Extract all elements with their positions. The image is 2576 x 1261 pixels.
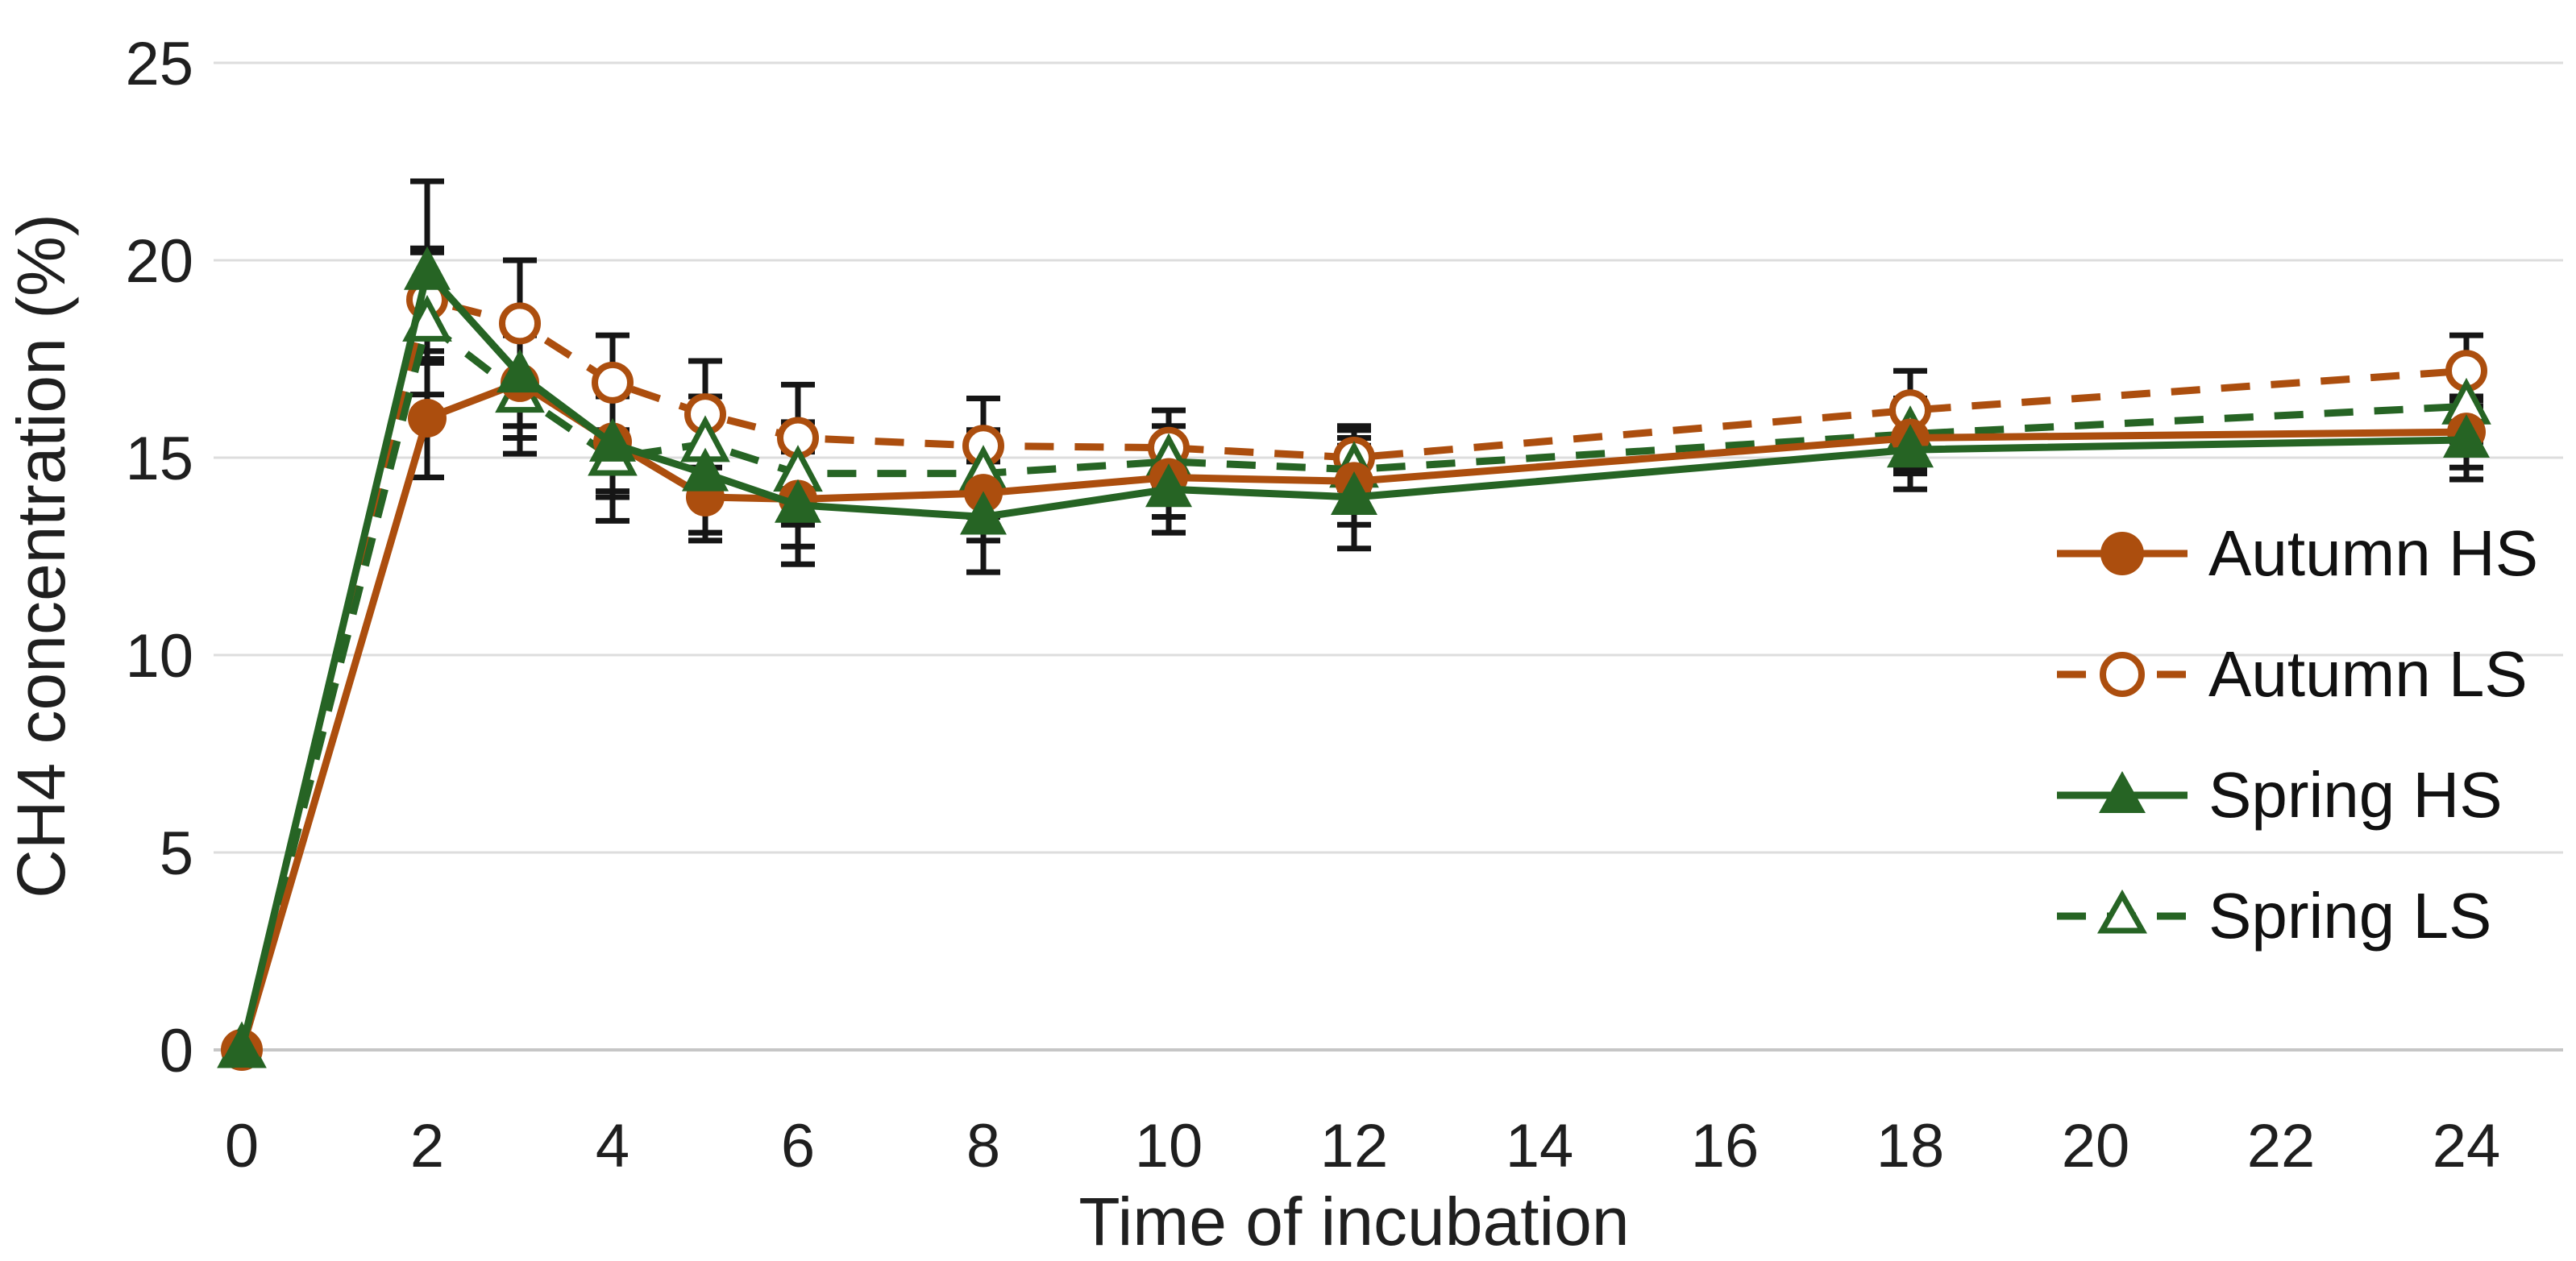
marker-spring-hs	[960, 491, 1007, 535]
x-tick-label: 2	[410, 1112, 444, 1180]
x-tick-label: 20	[2062, 1112, 2130, 1180]
spring-ls-dashed-open-triangle-icon	[2057, 889, 2188, 934]
autumn-ls-dashed-open-circle-icon	[2057, 652, 2188, 697]
x-tick-label: 12	[1320, 1112, 1389, 1180]
y-tick-label: 25	[125, 30, 193, 98]
legend-label: Spring LS	[2208, 880, 2492, 952]
y-tick-label: 20	[125, 227, 193, 296]
y-axis-title: CH4 concentration (%)	[3, 214, 79, 898]
series-group	[217, 246, 2491, 1071]
legend-label: Spring HS	[2208, 759, 2503, 831]
marker-spring-hs	[1887, 424, 1934, 468]
x-tick-label: 24	[2433, 1112, 2501, 1180]
legend: Autumn HS Autumn LS Spring HS Spring LS	[2054, 493, 2538, 977]
marker-spring-hs	[1331, 471, 1377, 515]
x-tick-label: 10	[1135, 1112, 1203, 1180]
x-tick-label: 0	[225, 1112, 259, 1180]
series-spring-hs	[218, 246, 2490, 1068]
marker-spring-hs	[2443, 413, 2490, 458]
x-axis-title: Time of incubation	[1078, 1184, 1629, 1259]
y-tick-label: 5	[160, 819, 193, 888]
x-tick-label: 22	[2247, 1112, 2316, 1180]
y-tick-labels: 0 5 10 15 20 25	[125, 30, 193, 1085]
legend-item-autumn-ls: Autumn LS	[2054, 614, 2538, 735]
marker-autumn-hs	[408, 399, 447, 438]
x-tick-label: 18	[1876, 1112, 1945, 1180]
y-tick-label: 10	[125, 622, 193, 691]
marker-spring-hs	[775, 479, 821, 523]
marker-autumn-ls	[592, 361, 634, 404]
marker-autumn-ls	[499, 302, 541, 345]
spring-hs-solid-filled-triangle-icon	[2057, 771, 2188, 813]
marker-spring-hs	[218, 1024, 265, 1068]
marker-spring-hs	[404, 246, 451, 290]
legend-item-autumn-hs: Autumn HS	[2054, 493, 2538, 614]
x-tick-label: 8	[966, 1112, 1000, 1180]
x-tick-label: 16	[1691, 1112, 1760, 1180]
legend-item-spring-hs: Spring HS	[2054, 735, 2538, 856]
legend-label: Autumn LS	[2208, 638, 2528, 710]
legend-label: Autumn HS	[2208, 517, 2539, 589]
marker-spring-hs	[682, 447, 729, 492]
y-tick-label: 15	[125, 425, 193, 493]
x-tick-labels: 0 2 4 6 8 10 12 14 16 18 20 22 24	[225, 1112, 2500, 1180]
x-tick-label: 14	[1506, 1112, 1574, 1180]
marker-spring-hs	[589, 417, 636, 462]
x-tick-label: 6	[781, 1112, 815, 1180]
autumn-hs-solid-filled-circle-icon	[2057, 532, 2188, 575]
marker-spring-hs	[1145, 463, 1192, 508]
marker-spring-hs	[497, 349, 543, 393]
x-tick-label: 4	[596, 1112, 629, 1180]
y-tick-label: 0	[160, 1017, 193, 1085]
legend-item-spring-ls: Spring LS	[2054, 856, 2538, 977]
